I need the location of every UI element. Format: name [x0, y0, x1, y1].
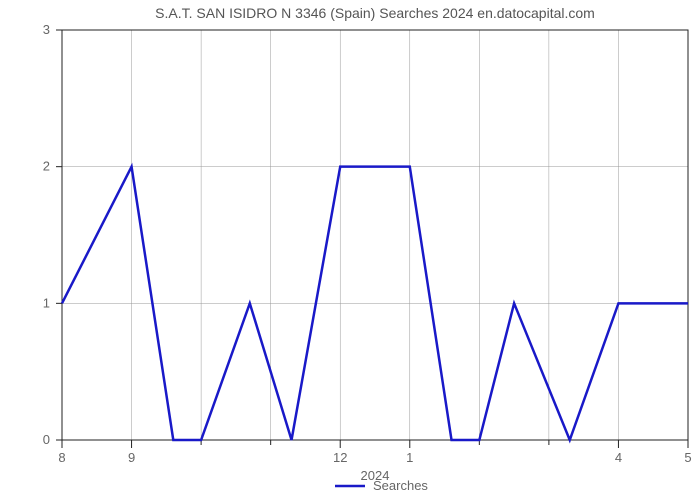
- y-tick-label: 1: [43, 295, 50, 310]
- x-tick-label: 12: [333, 450, 347, 465]
- x-tick-label: 8: [58, 450, 65, 465]
- x-tick-label: 5: [684, 450, 691, 465]
- y-tick-label: 3: [43, 22, 50, 37]
- x-tick-label: 1: [406, 450, 413, 465]
- chart-title: S.A.T. SAN ISIDRO N 3346 (Spain) Searche…: [155, 5, 595, 21]
- legend-label: Searches: [373, 478, 428, 493]
- x-tick-label: 9: [128, 450, 135, 465]
- y-tick-label: 0: [43, 432, 50, 447]
- y-tick-label: 2: [43, 159, 50, 174]
- x-tick-label: 4: [615, 450, 622, 465]
- plot-border: [62, 30, 688, 440]
